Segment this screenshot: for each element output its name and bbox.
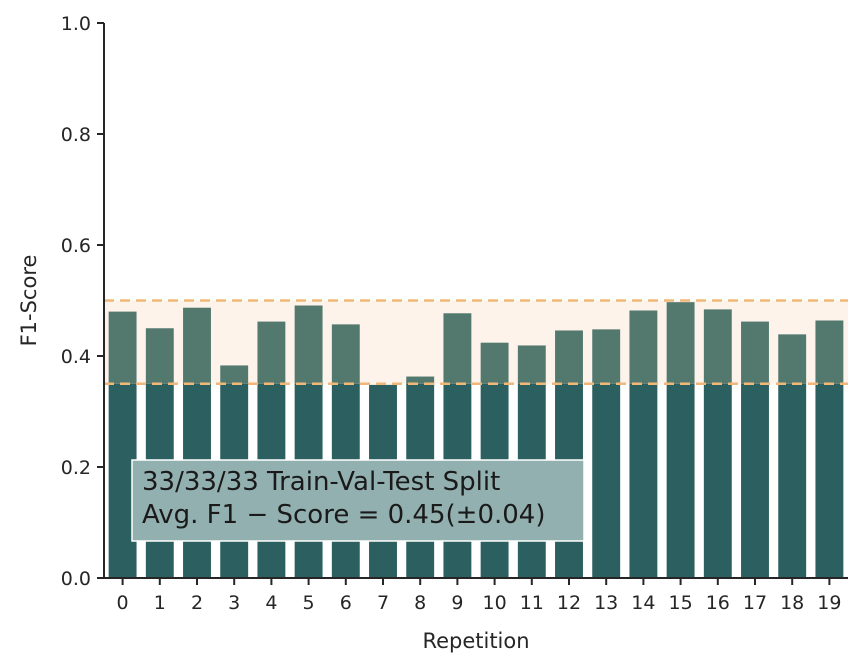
bar-band-segment-17 bbox=[741, 321, 769, 384]
bar-band-segment-0 bbox=[108, 311, 137, 384]
bar-band-segment-12 bbox=[555, 330, 583, 384]
bar-band-segment-1 bbox=[145, 328, 174, 384]
x-axis-title: Repetition bbox=[422, 629, 529, 653]
y-tick-label-0.6: 0.6 bbox=[61, 235, 91, 257]
x-tick-label-12: 12 bbox=[557, 592, 581, 614]
y-tick-label-0.2: 0.2 bbox=[61, 457, 91, 479]
x-tick-label-8: 8 bbox=[414, 592, 426, 614]
x-tick-label-19: 19 bbox=[817, 592, 841, 614]
bar-19 bbox=[815, 383, 844, 578]
x-tick-label-16: 16 bbox=[706, 592, 730, 614]
x-tick-label-4: 4 bbox=[265, 592, 277, 614]
bar-band-segment-9 bbox=[443, 313, 472, 384]
bar-17 bbox=[741, 383, 769, 578]
bar-band-segment-11 bbox=[517, 345, 546, 384]
x-tick-label-17: 17 bbox=[743, 592, 767, 614]
x-tick-label-1: 1 bbox=[154, 592, 166, 614]
axes-layer: 0.00.20.40.60.81.00 1 2 3 4 5 6 7 8 9 10 11 12 13 14 15… bbox=[61, 13, 848, 614]
bar-18 bbox=[778, 383, 807, 578]
annotation-line-1: 33/33/33 Train-Val-Test Split bbox=[142, 467, 500, 497]
bar-band-segment-2 bbox=[183, 307, 211, 384]
band-lines-layer bbox=[104, 299, 848, 385]
x-tick-label-18: 18 bbox=[780, 592, 804, 614]
bar-band-segment-19 bbox=[815, 320, 844, 384]
x-tick-label-9: 9 bbox=[451, 592, 463, 614]
x-tick-label-6: 6 bbox=[340, 592, 352, 614]
x-tick-label-10: 10 bbox=[483, 592, 507, 614]
x-tick-label-5: 5 bbox=[303, 592, 315, 614]
y-tick-label-1.0: 1.0 bbox=[61, 13, 91, 35]
x-tick-label-11: 11 bbox=[520, 592, 544, 614]
y-axis-title: F1-Score bbox=[17, 255, 41, 347]
x-tick-label-2: 2 bbox=[191, 592, 203, 614]
x-tick-label-7: 7 bbox=[377, 592, 389, 614]
bar-band-segment-15 bbox=[666, 302, 695, 384]
bar-15 bbox=[666, 383, 695, 578]
annotation: 33/33/33 Train-Val-Test Split Avg. F1 − … bbox=[131, 459, 585, 542]
y-tick-label-0.4: 0.4 bbox=[61, 346, 91, 368]
bar-band-segment-3 bbox=[220, 365, 249, 384]
annotation-box bbox=[131, 459, 585, 542]
y-tick-label-0.0: 0.0 bbox=[61, 568, 91, 590]
bar-14 bbox=[629, 383, 658, 578]
bar-band-segment-5 bbox=[294, 305, 323, 384]
bar-band-segment-13 bbox=[592, 329, 621, 384]
annotation-line-2: Avg. F1 − Score = 0.45(±0.04) bbox=[142, 500, 545, 530]
band-fill bbox=[104, 300, 848, 384]
band-layer bbox=[104, 300, 848, 384]
y-tick-label-0.8: 0.8 bbox=[61, 124, 91, 146]
bar-band-segment-16 bbox=[703, 309, 732, 384]
bar-band-segment-18 bbox=[778, 334, 807, 384]
x-tick-label-15: 15 bbox=[669, 592, 693, 614]
bar-band-segment-14 bbox=[629, 310, 658, 384]
bar-band-segment-10 bbox=[480, 342, 509, 384]
bar-band-segment-6 bbox=[331, 324, 360, 384]
x-tick-label-0: 0 bbox=[117, 592, 129, 614]
bar-band-segment-4 bbox=[257, 321, 286, 384]
bar-13 bbox=[592, 383, 621, 578]
x-tick-label-13: 13 bbox=[594, 592, 618, 614]
bar-16 bbox=[703, 383, 732, 578]
bar-band-segment-8 bbox=[406, 376, 435, 384]
x-tick-label-14: 14 bbox=[631, 592, 655, 614]
x-tick-label-3: 3 bbox=[228, 592, 240, 614]
